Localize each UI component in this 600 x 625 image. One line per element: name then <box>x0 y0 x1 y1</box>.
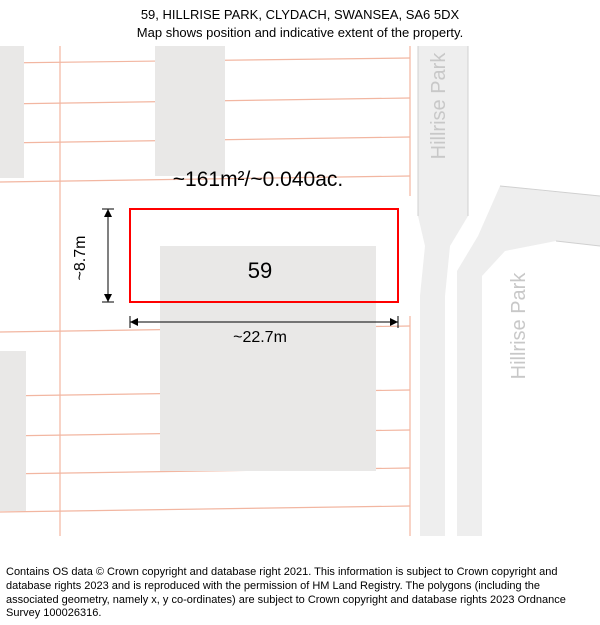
svg-text:~8.7m: ~8.7m <box>72 236 89 281</box>
svg-text:~22.7m: ~22.7m <box>233 329 287 346</box>
header: 59, HILLRISE PARK, CLYDACH, SWANSEA, SA6… <box>0 0 600 41</box>
map-area: Hillrise Park Hillrise Park 59 ~161m²/~0.04… <box>0 46 600 536</box>
subtitle-line: Map shows position and indicative extent… <box>0 24 600 42</box>
footer-copyright: Contains OS data © Crown copyright and d… <box>6 566 594 625</box>
svg-text:~161m²/~0.040ac.: ~161m²/~0.040ac. <box>173 168 343 191</box>
property-map: Hillrise Park Hillrise Park 59 ~161m²/~0.04… <box>0 46 600 536</box>
svg-text:Hillrise Park: Hillrise Park <box>428 52 450 160</box>
address-line: 59, HILLRISE PARK, CLYDACH, SWANSEA, SA6… <box>0 6 600 24</box>
svg-text:59: 59 <box>248 258 272 283</box>
svg-text:Hillrise Park: Hillrise Park <box>508 272 530 380</box>
